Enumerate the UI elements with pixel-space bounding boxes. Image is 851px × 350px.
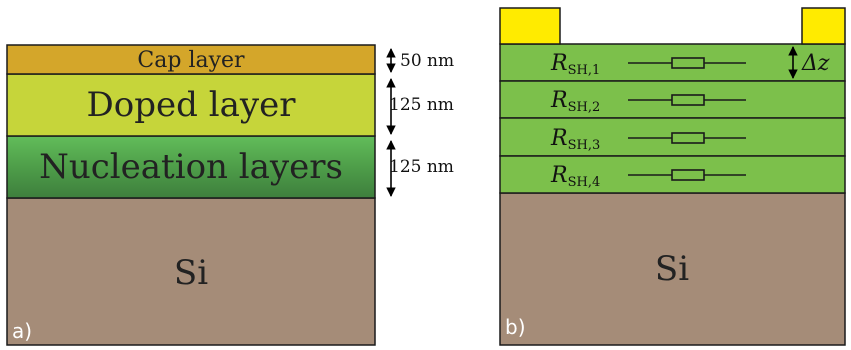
rsh-1-label: RSH,1	[550, 51, 600, 78]
contact-right	[801, 7, 846, 45]
si-substrate-a	[6, 197, 376, 346]
rsh-3-symbol: R	[550, 126, 568, 151]
nucleation-layers	[6, 135, 376, 199]
resistor-symbol-2	[628, 94, 746, 106]
doped-layer-label: Doped layer	[87, 85, 297, 125]
rsh-2-label: RSH,2	[550, 88, 600, 115]
resistor-symbol-4	[628, 169, 746, 181]
panel-b-label: b)	[505, 315, 526, 339]
rsh-2-sub: SH,2	[568, 100, 601, 115]
si-substrate-b	[499, 192, 846, 346]
si-label-b: Si	[655, 249, 689, 289]
delta-z-symbol: Δz	[801, 51, 830, 76]
cap-layer	[6, 44, 376, 75]
nucleation-thickness-label: 125 nm	[389, 157, 454, 177]
doped-thickness-label: 125 nm	[389, 95, 454, 115]
panel-a: Cap layer Doped layer Nucleation layers …	[6, 44, 454, 346]
rsh-1-sub: SH,1	[568, 63, 601, 78]
cap-thickness-label: 50 nm	[400, 51, 454, 71]
panel-a-label: a)	[12, 319, 32, 343]
rsh-4-sub: SH,4	[568, 175, 601, 190]
si-label-a: Si	[174, 253, 208, 293]
rsh-1-symbol: R	[550, 51, 568, 76]
resistor-symbol-1	[628, 57, 746, 69]
rsh-4-symbol: R	[550, 163, 568, 188]
resistor-symbol-3	[628, 132, 746, 144]
rsh-3-sub: SH,3	[568, 138, 601, 153]
rsh-2-symbol: R	[550, 88, 568, 113]
contact-left	[499, 7, 561, 45]
delta-z-label: Δz	[801, 51, 830, 76]
panel-b: RSH,1 RSH,2 RSH,3 RSH,4 Δz Si b)	[499, 7, 846, 346]
nucleation-layers-label: Nucleation layers	[39, 147, 343, 187]
rsh-3-label: RSH,3	[550, 126, 600, 153]
rsh-4-label: RSH,4	[550, 163, 600, 190]
cap-layer-label: Cap layer	[137, 48, 245, 73]
